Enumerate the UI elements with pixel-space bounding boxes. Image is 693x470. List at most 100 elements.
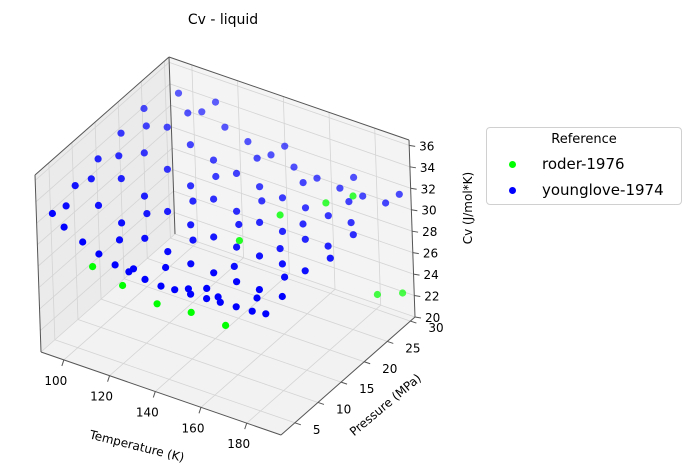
y-tick-label: 25 <box>405 341 420 355</box>
legend-title: Reference <box>551 132 617 147</box>
data-point-younglove <box>324 242 332 250</box>
data-point-younglove <box>189 236 197 244</box>
x-tick-label: 140 <box>136 406 159 420</box>
x-gridline-floor <box>109 257 244 377</box>
x-axis-line <box>40 351 282 436</box>
z-tick-mark <box>409 166 416 169</box>
data-point-roder <box>235 237 243 245</box>
y-tick-mark <box>340 381 348 385</box>
data-point-younglove <box>198 108 206 116</box>
chart-title: Cv - liquid <box>188 12 258 28</box>
data-point-younglove <box>233 207 241 215</box>
data-point-younglove <box>203 284 211 292</box>
legend-item-younglove: younglove-1974 <box>509 180 664 200</box>
data-point-younglove <box>299 179 307 187</box>
x-tick-label: 100 <box>44 374 67 388</box>
y-tick-label: 20 <box>382 362 397 376</box>
data-point-younglove <box>142 122 150 130</box>
data-point-younglove <box>230 262 238 270</box>
legend-marker-roder <box>509 160 516 168</box>
data-point-younglove <box>140 104 148 113</box>
data-point-younglove <box>184 109 192 117</box>
data-point-younglove <box>248 307 256 315</box>
z-gridline-wall <box>34 62 170 181</box>
data-point-roder <box>187 308 195 316</box>
y-tick-mark <box>364 361 371 365</box>
z-tick-label: 22 <box>424 290 439 304</box>
data-point-younglove <box>140 149 148 157</box>
data-point-younglove <box>244 138 252 146</box>
data-point-roder <box>322 199 330 207</box>
data-point-younglove <box>290 163 298 171</box>
data-point-younglove <box>163 165 171 173</box>
z-tick-label: 20 <box>425 311 440 325</box>
data-point-younglove <box>281 142 289 150</box>
y-gridline-floor <box>124 278 365 363</box>
y-tick-label: 5 <box>313 423 321 437</box>
x-tick-label: 120 <box>90 390 113 404</box>
data-point-younglove <box>162 263 170 272</box>
data-point-younglove <box>71 182 79 190</box>
data-point-younglove <box>95 250 103 258</box>
x-gridline-floor <box>63 241 199 361</box>
data-point-younglove <box>111 261 119 269</box>
z-gridline-wall <box>35 83 171 203</box>
data-point-younglove <box>253 294 261 302</box>
data-point-younglove <box>382 199 390 207</box>
floor-pane <box>41 234 415 435</box>
data-point-younglove <box>313 174 321 182</box>
data-point-roder <box>373 290 381 299</box>
data-point-younglove <box>276 245 284 253</box>
data-point-younglove <box>278 227 287 235</box>
y-gridline-floor <box>77 319 319 403</box>
z-axis-line <box>408 139 416 318</box>
data-point-younglove <box>301 267 309 275</box>
data-point-younglove <box>141 275 149 283</box>
data-point-younglove <box>278 194 287 202</box>
data-point-younglove <box>187 221 195 229</box>
data-point-younglove <box>115 152 123 160</box>
z-gridline-back <box>174 212 415 296</box>
z-gridline-back <box>172 169 413 254</box>
z-gridline-wall <box>39 190 174 310</box>
y-tick-label: 30 <box>428 321 443 335</box>
x-gridline-back <box>328 112 336 290</box>
y-tick-mark <box>294 422 302 426</box>
data-point-younglove <box>210 195 218 203</box>
z-gridline-back <box>169 61 410 146</box>
y-tick-mark <box>410 320 417 324</box>
data-point-roder <box>89 263 97 271</box>
data-point-younglove <box>350 173 358 181</box>
data-point-younglove <box>232 303 240 311</box>
z-tick-mark <box>412 230 419 233</box>
data-point-younglove <box>214 293 222 301</box>
data-point-younglove <box>235 220 243 229</box>
x-gridline-floor <box>246 304 381 424</box>
x-tick-mark <box>107 375 111 382</box>
legend: Reference roder-1976 younglove-1974 <box>486 127 682 205</box>
x-gridline-back <box>282 96 290 274</box>
data-point-roder <box>153 300 161 308</box>
y-gridline-floor <box>170 237 411 322</box>
data-point-younglove <box>117 175 125 183</box>
data-point-younglove <box>187 182 195 190</box>
y-gridline-floor <box>147 258 388 342</box>
z-gridline-wall <box>37 147 173 267</box>
data-point-younglove <box>203 295 211 303</box>
data-point-younglove <box>233 243 241 251</box>
data-point-younglove <box>347 219 355 227</box>
x-tick-mark <box>61 359 65 367</box>
x-gridline-floor <box>155 273 290 392</box>
z-tick-mark <box>414 316 422 319</box>
data-point-younglove <box>211 98 220 106</box>
data-point-younglove <box>212 172 220 181</box>
data-point-younglove <box>164 207 172 216</box>
y-axis-line <box>280 316 416 436</box>
x-gridline-back <box>237 80 244 258</box>
data-point-younglove <box>186 141 194 149</box>
data-point-younglove <box>256 218 264 226</box>
data-point-younglove <box>267 151 275 159</box>
data-point-younglove <box>163 123 171 131</box>
data-point-younglove <box>216 298 224 306</box>
back-corner-edge <box>168 56 176 235</box>
